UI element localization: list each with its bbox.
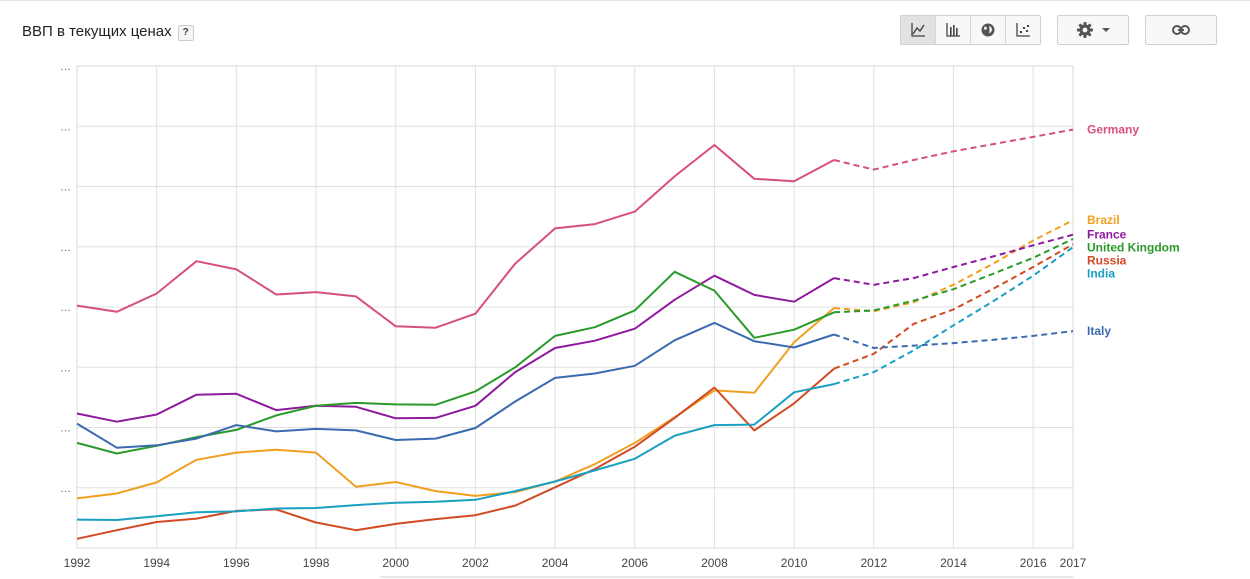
y-tick-label: … xyxy=(60,61,71,73)
chart-title: ВВП в текущих ценах? xyxy=(22,23,194,41)
series-forecast-united-kingdom[interactable] xyxy=(833,238,1074,314)
scatter-chart-icon xyxy=(1016,23,1030,37)
x-tick-label: 2016 xyxy=(1020,556,1047,570)
scatter-view-button[interactable] xyxy=(1006,16,1040,44)
series-label-france[interactable]: France xyxy=(1087,228,1127,242)
view-type-toolbar xyxy=(900,15,1041,45)
line-chart-icon xyxy=(911,23,925,37)
series-forecast-germany[interactable] xyxy=(833,128,1074,171)
x-tick-label: 2002 xyxy=(462,556,489,570)
link-icon xyxy=(1172,25,1190,35)
series-label-brazil[interactable]: Brazil xyxy=(1087,213,1120,227)
x-tick-label: 2014 xyxy=(940,556,967,570)
x-tick-label: 2010 xyxy=(781,556,808,570)
link-button[interactable] xyxy=(1145,15,1217,45)
series-line-germany[interactable] xyxy=(76,144,835,329)
series-line-france[interactable] xyxy=(76,274,835,423)
series-forecast-italy[interactable] xyxy=(833,330,1074,350)
series-forecast-india[interactable] xyxy=(833,246,1074,386)
x-tick-label: 2017 xyxy=(1060,556,1087,570)
x-tick-label: 2004 xyxy=(542,556,569,570)
y-tick-label: … xyxy=(60,483,71,495)
map-view-button[interactable] xyxy=(971,16,1006,44)
series-forecast-brazil[interactable] xyxy=(833,219,1074,313)
line-view-button[interactable] xyxy=(901,16,936,44)
x-tick-label: 1998 xyxy=(303,556,330,570)
y-tick-label: … xyxy=(60,121,71,133)
series-line-india[interactable] xyxy=(76,383,835,521)
series-label-germany[interactable]: Germany xyxy=(1087,123,1139,137)
settings-button[interactable] xyxy=(1057,15,1129,45)
x-tick-label: 1994 xyxy=(143,556,170,570)
x-tick-label: 2008 xyxy=(701,556,728,570)
series-lines xyxy=(76,128,1074,540)
x-tick-label: 1992 xyxy=(64,556,91,570)
y-tick-label: … xyxy=(60,242,71,254)
y-tick-label: … xyxy=(60,362,71,374)
y-tick-label: … xyxy=(60,182,71,194)
bar-chart-icon xyxy=(946,23,960,37)
axes: … … … … … … … … 1992 1994 1996 1998 2000 2002 2004 2006… xyxy=(60,61,1087,578)
series-line-russia[interactable] xyxy=(76,367,835,540)
y-tick-label: … xyxy=(60,302,71,314)
gear-icon xyxy=(1077,22,1093,38)
series-label-united-kingdom[interactable]: United Kingdom xyxy=(1087,241,1180,255)
series-label-russia[interactable]: Russia xyxy=(1087,254,1127,268)
series-forecast-russia[interactable] xyxy=(833,243,1074,370)
series-line-united-kingdom[interactable] xyxy=(76,270,835,455)
caret-down-icon xyxy=(1102,28,1110,32)
series-line-italy[interactable] xyxy=(76,321,835,449)
x-tick-label: 2006 xyxy=(621,556,648,570)
series-forecast-france[interactable] xyxy=(833,233,1074,286)
help-icon[interactable]: ? xyxy=(177,25,194,41)
top-divider xyxy=(0,0,1250,1)
chart-title-text: ВВП в текущих ценах xyxy=(22,23,172,40)
x-tick-label: 2012 xyxy=(860,556,887,570)
x-tick-label: 2000 xyxy=(382,556,409,570)
x-tick-label: 1996 xyxy=(223,556,250,570)
series-line-brazil[interactable] xyxy=(76,307,835,500)
series-label-italy[interactable]: Italy xyxy=(1087,324,1111,338)
bar-view-button[interactable] xyxy=(936,16,971,44)
y-tick-label: … xyxy=(60,423,71,435)
series-label-india[interactable]: India xyxy=(1087,267,1115,281)
globe-icon xyxy=(981,23,995,37)
